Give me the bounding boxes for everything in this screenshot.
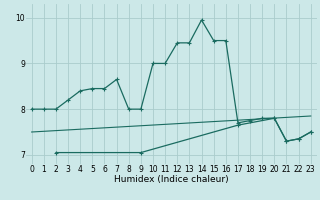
- X-axis label: Humidex (Indice chaleur): Humidex (Indice chaleur): [114, 175, 228, 184]
